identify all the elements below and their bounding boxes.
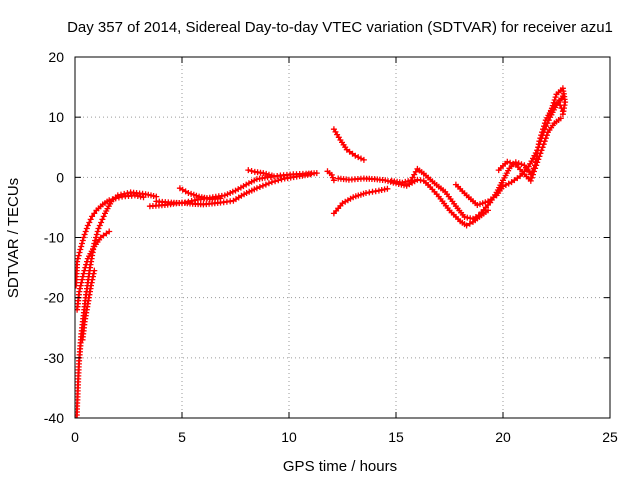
plus-markers <box>324 168 337 184</box>
x-tick-label: 5 <box>178 429 186 445</box>
plus-markers <box>245 167 275 179</box>
series-line <box>332 128 365 161</box>
x-tick-label: 15 <box>388 429 404 445</box>
series-track-o <box>478 99 566 216</box>
series-track-c <box>75 228 113 313</box>
y-tick-label: 0 <box>56 169 64 185</box>
plus-markers <box>547 85 569 118</box>
series-track-f <box>146 171 314 210</box>
x-tick-label: 20 <box>495 429 511 445</box>
plus-markers <box>75 192 147 289</box>
plus-markers <box>79 267 98 343</box>
plus-markers <box>146 171 314 210</box>
plus-markers <box>330 185 391 217</box>
plus-markers <box>176 185 224 202</box>
series-track-g <box>176 185 224 202</box>
x-axis-label: GPS time / hours <box>283 458 397 475</box>
x-tick-label: 25 <box>602 429 618 445</box>
plus-markers <box>478 99 566 216</box>
plus-markers <box>330 126 367 163</box>
series-track-q <box>547 85 569 118</box>
y-tick-label: -40 <box>44 410 64 426</box>
x-tick-label: 0 <box>71 429 79 445</box>
series-track-d <box>79 267 98 343</box>
series-line <box>337 177 490 227</box>
plus-markers <box>335 175 491 229</box>
series-track-p <box>495 115 564 184</box>
y-tick-label: -10 <box>44 230 64 246</box>
series-track-j <box>330 126 367 163</box>
y-tick-label: 20 <box>48 49 64 65</box>
series-track-h <box>245 167 275 179</box>
y-tick-label: 10 <box>48 109 64 125</box>
y-tick-label: -20 <box>44 290 64 306</box>
series-track-b <box>75 192 147 289</box>
plus-markers <box>388 165 489 222</box>
grid <box>75 57 610 418</box>
data-traces <box>75 85 569 418</box>
x-tick-label: 10 <box>281 429 297 445</box>
series-track-k <box>330 185 391 217</box>
y-tick-label: -30 <box>44 350 64 366</box>
plus-markers <box>495 115 564 184</box>
plus-markers <box>75 228 113 313</box>
series-track-l <box>335 175 491 229</box>
series-track-i <box>324 168 337 184</box>
axis-ticks: 0 5 10 15 20 25 -40 -30 -20 -10 0 10 20 <box>44 49 618 445</box>
series-track-m <box>388 165 489 222</box>
chart-title: Day 357 of 2014, Sidereal Day-to-day VTE… <box>67 19 613 36</box>
y-axis-label: SDTVAR / TECUs <box>5 178 22 298</box>
